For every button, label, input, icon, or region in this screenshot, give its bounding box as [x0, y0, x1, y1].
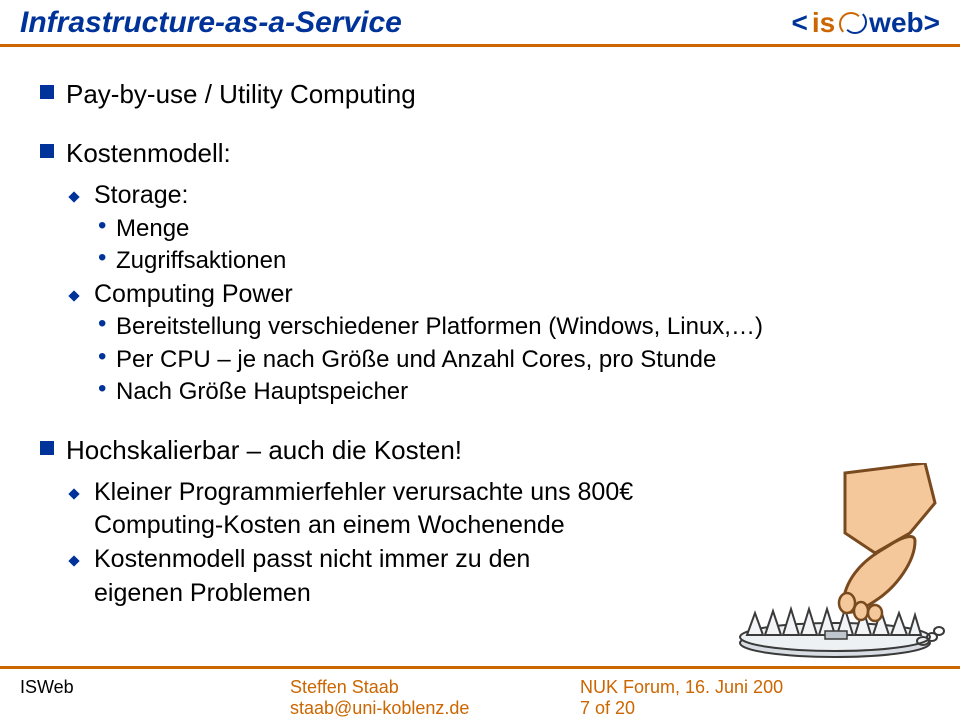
- footer-event: NUK Forum, 16. Juni 200: [580, 677, 783, 698]
- logo-web: web: [869, 7, 923, 39]
- bullet-kostenmodell: Kostenmodell:: [40, 136, 920, 171]
- computing-sub: Bereitstellung verschiedener Platformen …: [70, 311, 920, 408]
- slide-header: Infrastructure-as-a-Service < is web >: [0, 0, 960, 44]
- footer-divider: [0, 666, 960, 669]
- bullet-menge: Menge: [98, 213, 920, 245]
- logo-gt: >: [924, 7, 940, 39]
- bullet-payperuse: Pay-by-use / Utility Computing: [40, 77, 920, 112]
- section-payperuse: Pay-by-use / Utility Computing: [40, 77, 920, 112]
- footer-author-col: Steffen Staab staab@uni-koblenz.de: [290, 677, 580, 719]
- bullet-per-cpu: Per CPU – je nach Größe und Anzahl Cores…: [98, 344, 920, 376]
- logo-is: is: [812, 7, 835, 39]
- section-kostenmodell: Kostenmodell: Storage: Menge Zugriffsakt…: [40, 136, 920, 409]
- footer-email: staab@uni-koblenz.de: [290, 698, 580, 719]
- footer-page: 7 of 20: [580, 698, 783, 719]
- footer-org: ISWeb: [20, 677, 290, 698]
- footer-author: Steffen Staab: [290, 677, 580, 698]
- footer-event-col: NUK Forum, 16. Juni 200 7 of 20: [580, 677, 783, 719]
- bullet-bereitstellung: Bereitstellung verschiedener Platformen …: [98, 311, 920, 343]
- logo-lt: <: [791, 7, 807, 39]
- bear-trap-icon: [725, 463, 945, 663]
- bullet-computing-power: Computing Power: [70, 278, 920, 312]
- storage-sub: Menge Zugriffsaktionen: [70, 213, 920, 278]
- bullet-programmierfehler: Kleiner Programmierfehler verursachte un…: [70, 476, 690, 544]
- bullet-kostenmodell-passt: Kostenmodell passt nicht immer zu den ei…: [70, 543, 550, 611]
- page-title: Infrastructure-as-a-Service: [20, 6, 402, 40]
- bullet-zugriff: Zugriffsaktionen: [98, 245, 920, 277]
- slide-footer: ISWeb Steffen Staab staab@uni-koblenz.de…: [0, 671, 960, 723]
- isweb-logo: < is web >: [791, 7, 940, 39]
- bullet-hauptspeicher: Nach Größe Hauptspeicher: [98, 376, 920, 408]
- bullet-storage: Storage:: [70, 179, 920, 213]
- kostenmodell-sub: Storage: Menge Zugriffsaktionen Computin…: [40, 179, 920, 408]
- header-divider: [0, 44, 960, 47]
- logo-swirl-icon: [839, 12, 867, 34]
